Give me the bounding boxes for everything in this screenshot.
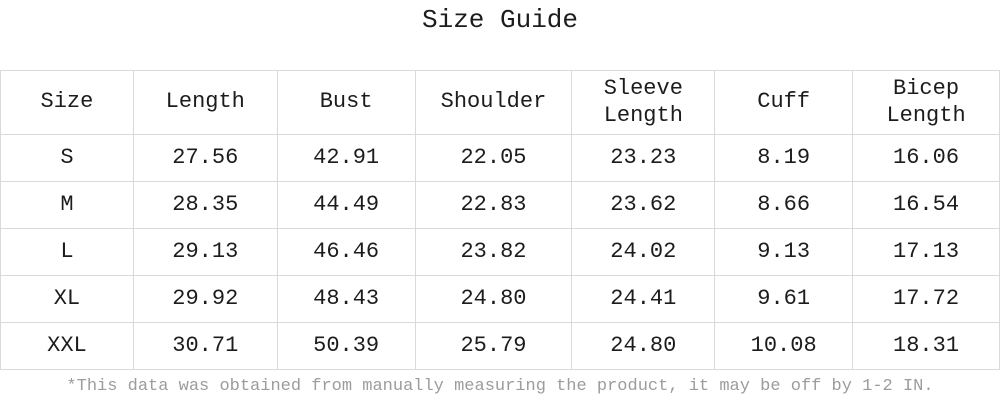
size-cell: M bbox=[0, 181, 134, 229]
header-bust: Bust bbox=[276, 70, 416, 135]
sleeve-length-cell: 23.23 bbox=[571, 134, 716, 182]
size-cell: XXL bbox=[0, 322, 134, 370]
header-length: Length bbox=[132, 70, 278, 135]
shoulder-cell: 24.80 bbox=[414, 275, 573, 323]
shoulder-cell: 25.79 bbox=[414, 322, 573, 370]
length-cell: 29.13 bbox=[132, 228, 278, 276]
sleeve-length-cell: 24.80 bbox=[571, 322, 716, 370]
table-row-xxl: XXL 30.71 50.39 25.79 24.80 10.08 18.31 bbox=[0, 322, 1000, 370]
bust-cell: 44.49 bbox=[276, 181, 416, 229]
cuff-cell: 9.61 bbox=[714, 275, 854, 323]
bicep-length-cell: 16.54 bbox=[852, 181, 1000, 229]
bicep-length-cell: 18.31 bbox=[852, 322, 1000, 370]
size-guide-table: Size Length Bust Shoulder Sleeve Length … bbox=[0, 70, 1000, 370]
page-title: Size Guide bbox=[421, 5, 579, 35]
table-row-s: S 27.56 42.91 22.05 23.23 8.19 16.06 bbox=[0, 134, 1000, 182]
measurement-disclaimer: *This data was obtained from manually me… bbox=[66, 377, 934, 396]
length-cell: 29.92 bbox=[132, 275, 278, 323]
header-bicep-length: Bicep Length bbox=[852, 70, 1000, 135]
header-size: Size bbox=[0, 70, 134, 135]
length-cell: 27.56 bbox=[132, 134, 278, 182]
size-cell: XL bbox=[0, 275, 134, 323]
table-header-row: Size Length Bust Shoulder Sleeve Length … bbox=[0, 70, 1000, 135]
length-cell: 28.35 bbox=[132, 181, 278, 229]
table-row-l: L 29.13 46.46 23.82 24.02 9.13 17.13 bbox=[0, 228, 1000, 276]
bicep-length-cell: 17.13 bbox=[852, 228, 1000, 276]
cuff-cell: 8.19 bbox=[714, 134, 854, 182]
shoulder-cell: 23.82 bbox=[414, 228, 573, 276]
sleeve-length-cell: 24.02 bbox=[571, 228, 716, 276]
bicep-length-cell: 17.72 bbox=[852, 275, 1000, 323]
bust-cell: 46.46 bbox=[276, 228, 416, 276]
sleeve-length-cell: 24.41 bbox=[571, 275, 716, 323]
cuff-cell: 8.66 bbox=[714, 181, 854, 229]
bust-cell: 50.39 bbox=[276, 322, 416, 370]
bicep-length-cell: 16.06 bbox=[852, 134, 1000, 182]
cuff-cell: 9.13 bbox=[714, 228, 854, 276]
bust-cell: 48.43 bbox=[276, 275, 416, 323]
table-row-xl: XL 29.92 48.43 24.80 24.41 9.61 17.72 bbox=[0, 275, 1000, 323]
header-cuff: Cuff bbox=[714, 70, 854, 135]
header-sleeve-length: Sleeve Length bbox=[571, 70, 716, 135]
sleeve-length-cell: 23.62 bbox=[571, 181, 716, 229]
cuff-cell: 10.08 bbox=[714, 322, 854, 370]
length-cell: 30.71 bbox=[132, 322, 278, 370]
bust-cell: 42.91 bbox=[276, 134, 416, 182]
shoulder-cell: 22.83 bbox=[414, 181, 573, 229]
size-cell: L bbox=[0, 228, 134, 276]
table-row-m: M 28.35 44.49 22.83 23.62 8.66 16.54 bbox=[0, 181, 1000, 229]
header-shoulder: Shoulder bbox=[414, 70, 573, 135]
shoulder-cell: 22.05 bbox=[414, 134, 573, 182]
size-cell: S bbox=[0, 134, 134, 182]
